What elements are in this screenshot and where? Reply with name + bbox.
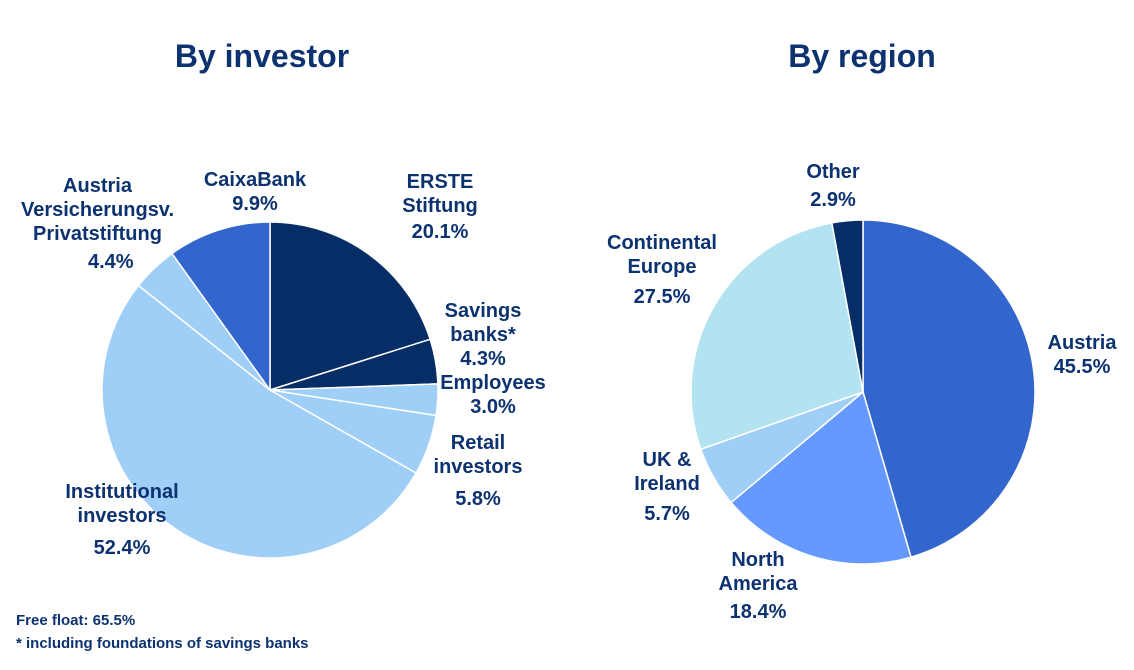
slice-label-other: Other 2.9% [806,161,860,211]
region-pie-slice-austria [862,219,1036,559]
slice-label-continental-europe: Continental Europe 27.5% [607,232,717,308]
region-pie-slice-other [830,219,864,393]
slice-label-uk-ireland: UK & Ireland 5.7% [634,449,700,525]
slice-label-north-america: North America 18.4% [718,549,798,623]
slice-label-retail: Retail investors 5.8% [433,432,523,510]
free-float-note: Free float: 65.5% [16,612,136,629]
slice-label-austria: Austria 45.5% [1047,332,1117,378]
region-pie-slice-north-america [730,390,912,565]
savings-banks-footnote: * including foundations of savings banks [16,635,309,652]
region-chart-title: By region [788,38,936,74]
slice-label-savings-banks: Savings banks* 4.3% [444,300,522,370]
slice-label-caixabank: CaixaBank 9.9% [203,169,307,215]
region-pie-slice-continental-europe [690,221,864,451]
slice-label-erste: ERSTE Stiftung 20.1% [402,171,478,243]
investor-chart-title: By investor [174,38,350,74]
investor-pie-slice-caixabank [170,221,271,393]
slice-label-employees: Employees 3.0% [440,372,546,418]
slice-label-austria-versicherung: Austria Versicherungsv. Privatstiftung 4… [20,175,175,273]
slice-label-institutional: Institutional investors 52.4% [65,481,179,559]
investor-pie-slice-erste-stiftung [269,221,432,392]
investor-pie-slice-institutional-investors [101,284,418,559]
